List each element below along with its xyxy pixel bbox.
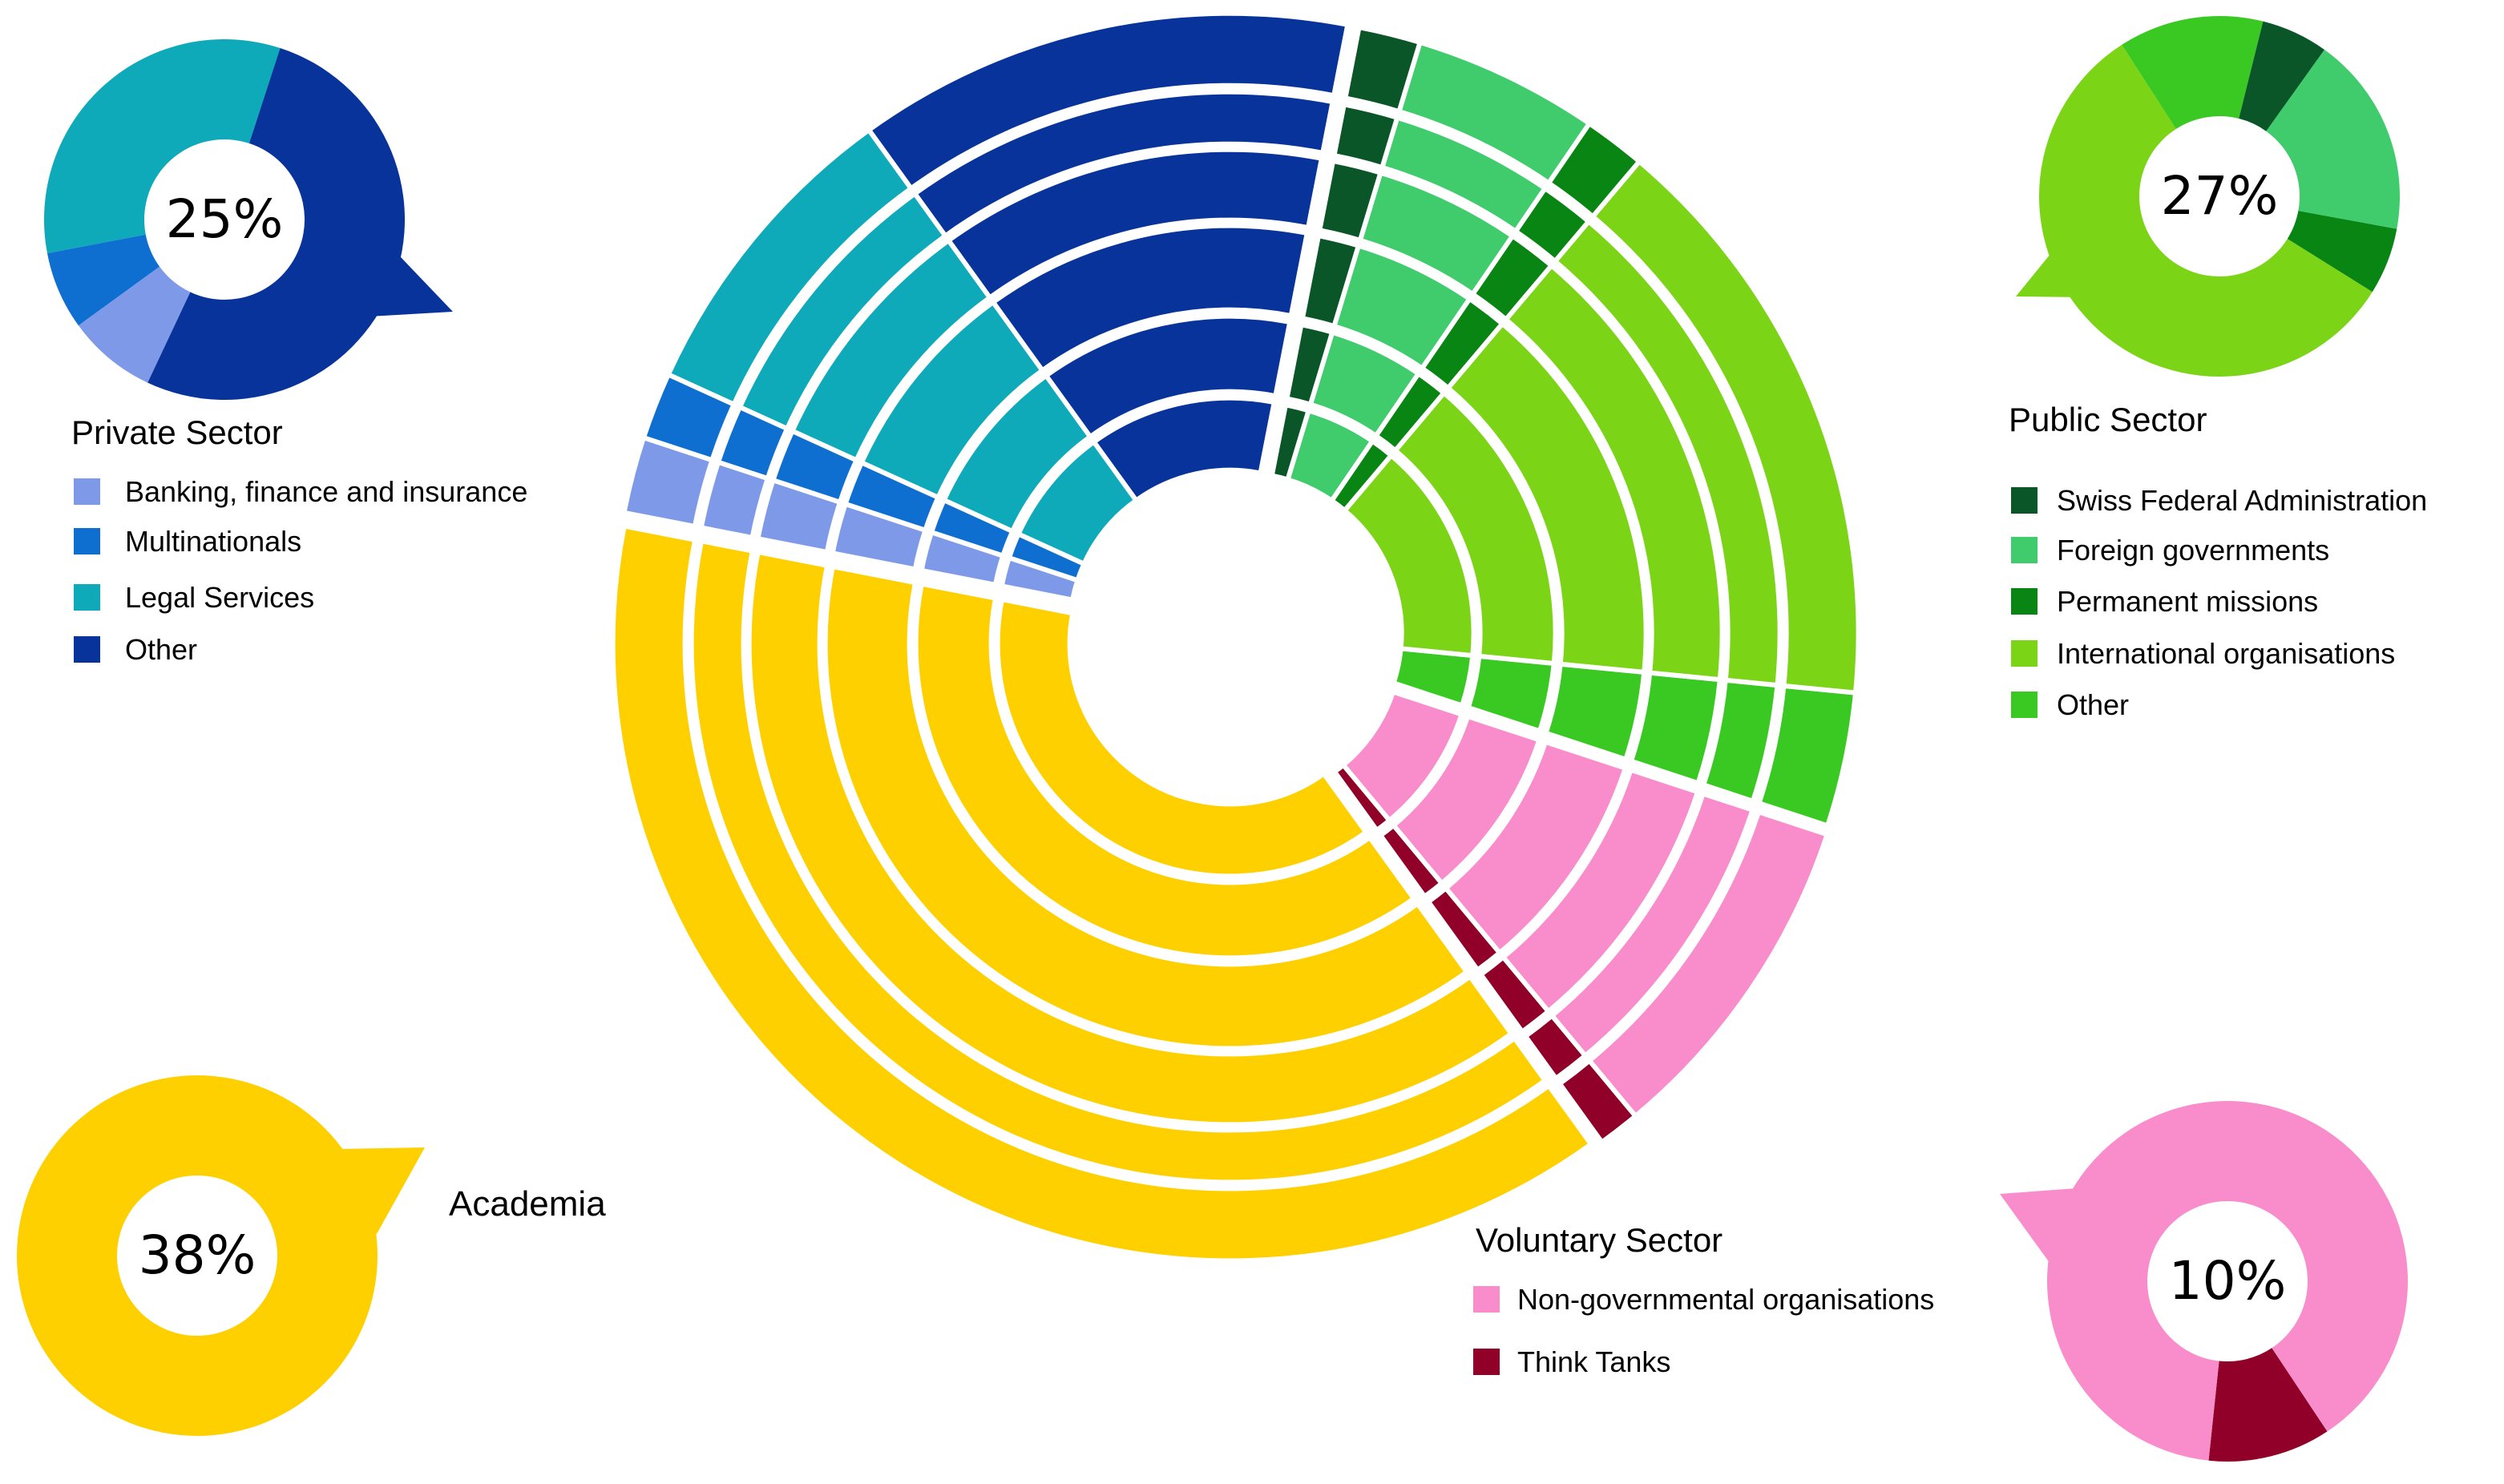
legend-label: Permanent missions [2057, 585, 2319, 618]
legend-swatch [2011, 487, 2038, 514]
main-segment-voluntary-non-governmental-organisations-ring-5 [1549, 790, 1756, 1059]
main-radial-chart [610, 10, 1861, 1264]
donut-slice-public-permanent-missions [2287, 211, 2397, 292]
private-sector-donut [43, 38, 453, 401]
main-segment-academia-academia-ring-3 [822, 563, 1471, 1051]
main-segment-private-banking-finance-and-insurance-ring-5 [698, 459, 771, 541]
academia-bubble-tail [337, 1147, 425, 1234]
legend-swatch [74, 478, 100, 505]
main-segment-public-swiss-federal-administration-ring-3 [1299, 232, 1362, 329]
legend-swatch [2011, 588, 2038, 615]
voluntary-share-label: 10% [2168, 1250, 2287, 1312]
main-segment-academia-academia-ring-6 [610, 522, 1595, 1264]
legend-swatch [2011, 692, 2038, 718]
legend-label: Other [2057, 688, 2130, 721]
donut-slice-voluntary-non-governmental-organisations [2047, 1101, 2409, 1461]
public-share-label: 27% [2160, 165, 2279, 227]
private-legend-title: Private Sector [71, 413, 283, 451]
main-segment-voluntary-non-governmental-organisations-ring-4 [1500, 767, 1701, 1015]
main-segment-voluntary-non-governmental-organisations-ring-1 [1339, 688, 1465, 825]
main-segment-academia-academia-ring-1 [995, 596, 1370, 879]
public-sector-donut [2016, 16, 2400, 377]
legend-label: Foreign governments [2057, 534, 2330, 567]
main-segment-academia-academia-ring-2 [913, 581, 1418, 961]
donut-slice-public-foreign-governments [2266, 50, 2400, 229]
legend-swatch [2011, 640, 2038, 667]
legend-label: Think Tanks [1517, 1345, 1671, 1378]
donut-slice-private-multinationals [46, 234, 160, 326]
main-segment-public-swiss-federal-administration-ring-2 [1283, 321, 1335, 408]
donut-slice-voluntary-think-tanks [2208, 1348, 2328, 1462]
donut-slice-private-banking-finance-and-insurance [78, 266, 191, 383]
legend-label: Banking, finance and insurance [125, 475, 528, 508]
legend-swatch [74, 636, 100, 663]
legend-label: Multinationals [125, 525, 302, 558]
academia-share-label: 38% [138, 1224, 256, 1286]
main-segment-voluntary-non-governmental-organisations-ring-3 [1442, 739, 1629, 957]
private-share-label: 25% [165, 188, 284, 250]
main-segment-private-banking-finance-and-insurance-ring-4 [754, 477, 843, 555]
legend-label: Swiss Federal Administration [2057, 484, 2428, 517]
legend-swatch [1473, 1286, 1500, 1313]
voluntary-legend-title: Voluntary Sector [1476, 1221, 1723, 1259]
main-segment-public-swiss-federal-administration-ring-4 [1316, 158, 1384, 244]
donut-slice-public-other [2122, 16, 2264, 129]
legend-label: Legal Services [125, 581, 315, 614]
main-segment-private-banking-finance-and-insurance-ring-1 [999, 554, 1081, 603]
donut-slice-academia-academia [17, 1075, 378, 1436]
legend-swatch [1473, 1349, 1500, 1375]
legend-label: International organisations [2057, 637, 2396, 670]
voluntary-sector-donut [2000, 1101, 2409, 1462]
legend-label: Non-governmental organisations [1517, 1283, 1935, 1316]
legend-label: Other [125, 633, 198, 666]
legend-swatch [74, 528, 100, 554]
donut-slice-private-other [147, 48, 406, 401]
main-segment-voluntary-non-governmental-organisations-ring-6 [1585, 809, 1831, 1120]
main-segment-private-banking-finance-and-insurance-ring-6 [621, 434, 716, 530]
main-segment-private-banking-finance-and-insurance-ring-2 [919, 529, 1007, 588]
academia-donut [17, 1075, 425, 1436]
donut-slice-public-swiss-federal-administration [2239, 21, 2324, 131]
main-segment-public-swiss-federal-administration-ring-1 [1269, 401, 1312, 483]
donut-slice-public-international-organisations [2038, 44, 2373, 377]
main-segment-voluntary-non-governmental-organisations-ring-2 [1390, 713, 1543, 887]
main-segment-academia-academia-ring-5 [689, 538, 1549, 1185]
legend-swatch [74, 584, 100, 611]
main-segment-public-swiss-federal-administration-ring-6 [1342, 24, 1424, 115]
public-legend-title: Public Sector [2009, 401, 2207, 438]
legend-swatch [2011, 537, 2038, 563]
main-segment-academia-academia-ring-4 [746, 549, 1515, 1127]
academia-legend-title: Academia [449, 1184, 606, 1224]
donut-slice-private-legal-services [43, 38, 281, 254]
main-segment-public-swiss-federal-administration-ring-5 [1331, 101, 1400, 171]
main-segment-private-banking-finance-and-insurance-ring-3 [830, 501, 929, 572]
